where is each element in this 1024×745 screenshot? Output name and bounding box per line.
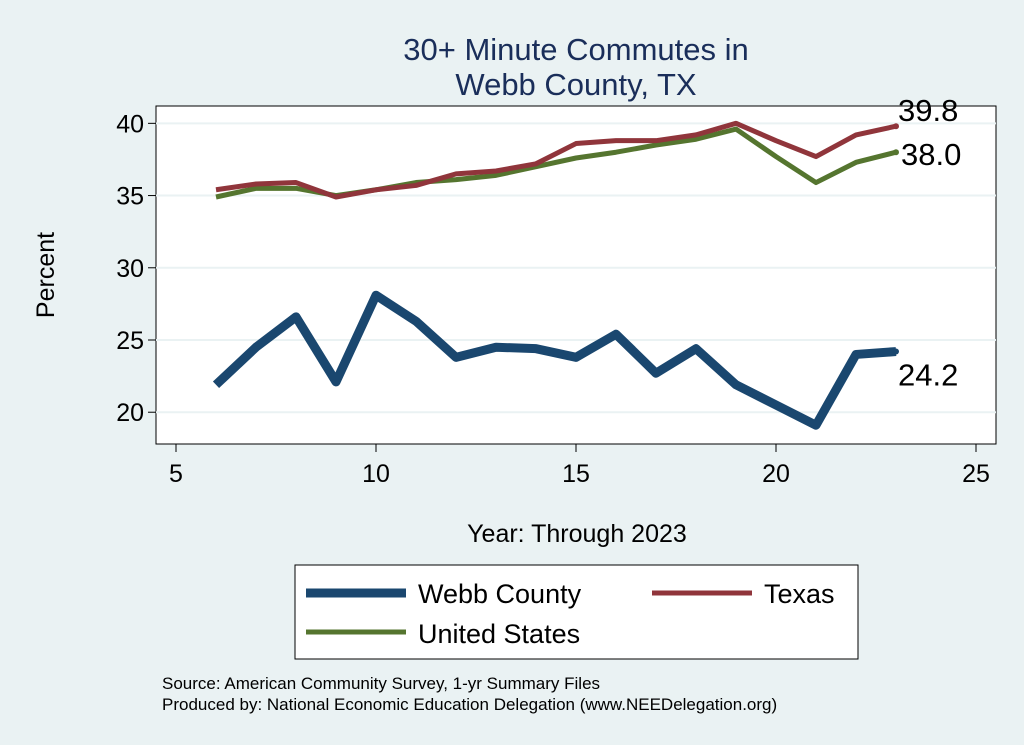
end-marker-texas [893, 123, 899, 130]
end-label-texas: 39.8 [898, 93, 958, 128]
y-tick-label-30: 30 [116, 255, 144, 283]
produced-by-note: Produced by: National Economic Education… [162, 695, 777, 714]
end-marker-webb-county [893, 348, 899, 355]
y-tick-label-35: 35 [116, 183, 144, 211]
series-line-texas [215, 120, 897, 200]
legend-label-texas: Texas [764, 579, 835, 609]
y-tick-label-25: 25 [116, 327, 144, 355]
chart-title-line2: Webb County, TX [455, 67, 697, 102]
end-label-webb-county: 24.2 [898, 358, 958, 393]
grid-lines [156, 122, 996, 414]
x-tick-label-25: 25 [962, 460, 990, 488]
end-marker-united-states [893, 149, 899, 156]
x-tick-label-10: 10 [362, 460, 390, 488]
x-tick-label-5: 5 [169, 460, 183, 488]
x-tick-label-15: 15 [562, 460, 590, 488]
chart-title-line1: 30+ Minute Commutes in [403, 32, 748, 67]
x-tick-label-20: 20 [762, 460, 790, 488]
legend-label-united-states: United States [418, 619, 580, 649]
data-series [212, 120, 899, 430]
x-axis-label: Year: Through 2023 [467, 520, 687, 548]
end-labels: 24.2 39.8 38.0 [898, 93, 961, 392]
legend-box [294, 564, 859, 660]
axes: 20 25 30 35 40 5 10 15 20 25 [116, 110, 990, 488]
source-note: Source: American Community Survey, 1-yr … [162, 674, 600, 693]
legend-label-webb-county: Webb County [418, 579, 582, 609]
end-label-united-states: 38.0 [901, 137, 961, 172]
series-line-webb-county [212, 290, 897, 430]
y-tick-label-40: 40 [116, 110, 144, 138]
y-tick-label-20: 20 [116, 399, 144, 427]
legend: Webb County Texas United States [294, 564, 859, 660]
y-axis-label: Percent [32, 232, 60, 318]
